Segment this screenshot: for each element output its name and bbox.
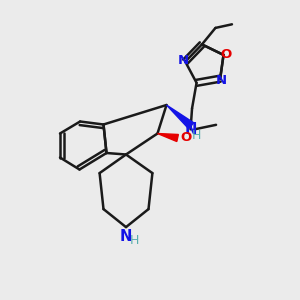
Text: H: H bbox=[130, 234, 139, 247]
Polygon shape bbox=[158, 134, 178, 142]
Text: O: O bbox=[220, 48, 232, 61]
Polygon shape bbox=[167, 105, 194, 129]
Text: N: N bbox=[119, 229, 132, 244]
Text: O: O bbox=[181, 131, 192, 144]
Text: N: N bbox=[177, 54, 188, 67]
Text: N: N bbox=[216, 74, 227, 87]
Text: N: N bbox=[184, 122, 197, 137]
Text: H: H bbox=[191, 129, 201, 142]
